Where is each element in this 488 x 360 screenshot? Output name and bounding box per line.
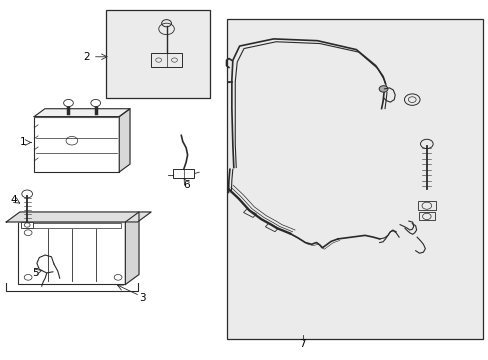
Bar [106,10,210,98]
Polygon shape [34,109,130,117]
Bar [150,53,182,67]
Circle shape [378,86,387,92]
Polygon shape [125,212,139,284]
Text: 6: 6 [183,180,189,190]
Bar [265,223,278,232]
Bar [418,212,434,220]
Circle shape [63,99,73,107]
Bar [23,223,120,228]
Text: 7: 7 [299,339,305,349]
Text: 1: 1 [20,138,27,148]
Polygon shape [6,212,151,222]
Circle shape [91,99,101,107]
Polygon shape [119,109,130,172]
Text: 5: 5 [32,268,39,278]
Bar [21,222,33,228]
Bar [417,201,435,210]
Text: 2: 2 [83,52,90,62]
Text: 3: 3 [139,293,145,303]
Text: 4: 4 [10,195,17,204]
Bar [173,169,194,178]
Bar [19,222,125,284]
Bar [34,117,119,172]
Bar [243,209,256,217]
Bar [227,19,482,339]
